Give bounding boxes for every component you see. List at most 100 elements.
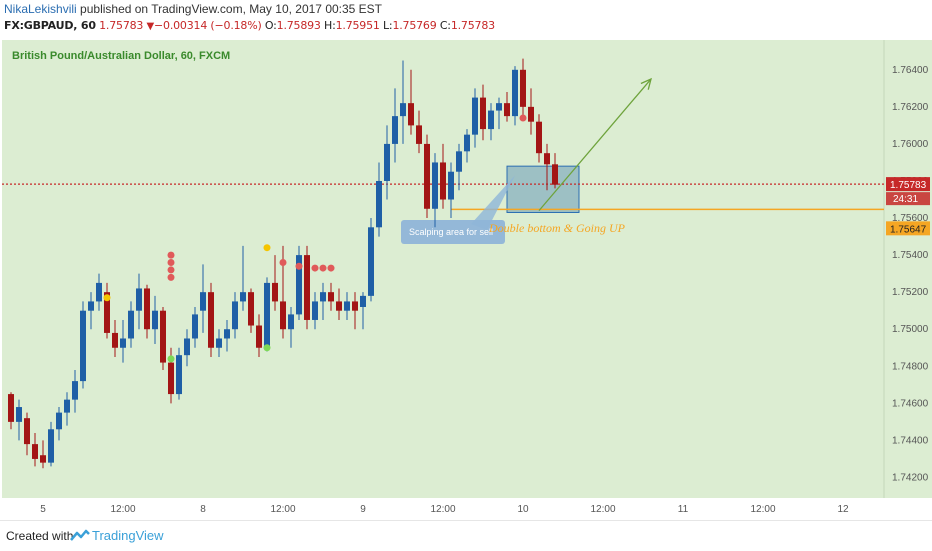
x-tick-label: 12:00	[590, 504, 615, 515]
price-change: −0.00314 (−0.18%)	[154, 19, 262, 32]
down-arrow-icon: ▼	[146, 21, 155, 32]
created-with-label: Created with	[6, 529, 74, 543]
chart-canvas[interactable]: British Pound/Australian Dollar, 60, FXC…	[0, 38, 932, 520]
candle-body	[424, 143, 430, 209]
x-tick-label: 8	[200, 504, 206, 515]
y-tick-label: 1.74200	[892, 472, 929, 483]
open-value: 1.75893	[276, 19, 321, 32]
buy-signal-marker	[263, 344, 271, 352]
double-bottom-label: Double bottom & Going UP	[488, 221, 626, 235]
sell-signal-marker	[519, 114, 527, 122]
low-label: L:	[383, 19, 393, 32]
candle-body	[352, 301, 358, 311]
x-tick-label: 10	[517, 504, 529, 515]
last-price: 1.75783	[99, 19, 144, 32]
x-tick-label: 12	[837, 504, 849, 515]
candle-body	[296, 255, 302, 315]
y-tick-label: 1.75200	[892, 287, 929, 298]
candle-body	[72, 381, 78, 400]
x-tick-label: 9	[360, 504, 366, 515]
candle-body	[168, 362, 174, 395]
published-text: published on TradingView.com, May 10, 20…	[80, 2, 383, 16]
neutral-signal-marker	[263, 244, 271, 252]
candle-body	[136, 288, 142, 311]
current-price-badge	[886, 177, 930, 192]
candle-body	[272, 282, 278, 302]
candle-body	[24, 418, 30, 445]
candle-body	[504, 103, 510, 117]
chart-title: British Pound/Australian Dollar, 60, FXC…	[12, 50, 230, 62]
y-tick-label: 1.76000	[892, 139, 929, 150]
candle-body	[400, 103, 406, 117]
candle-body	[40, 455, 46, 463]
candles-layer	[8, 58, 558, 469]
candle-body	[312, 301, 318, 320]
candle-body	[472, 97, 478, 135]
y-tick-label: 1.74800	[892, 361, 929, 372]
y-tick-label: 1.75400	[892, 250, 929, 261]
candle-body	[128, 310, 134, 339]
y-tick-label: 1.76200	[892, 102, 929, 113]
buy-zone-box	[506, 165, 580, 213]
candle-body	[368, 227, 374, 296]
arrow-head-icon	[640, 77, 652, 90]
candle-body	[464, 134, 470, 152]
candle-body	[64, 399, 70, 413]
support-price-value: 1.75647	[890, 224, 927, 235]
candle-body	[88, 301, 94, 311]
candle-body	[480, 97, 486, 130]
markers-layer	[103, 114, 527, 363]
candle-body	[416, 125, 422, 144]
candle-body	[56, 412, 62, 430]
candle-body	[328, 292, 334, 302]
publish-info: NikaLekishvili published on TradingView.…	[4, 2, 382, 16]
plot-area[interactable]	[2, 40, 884, 498]
candle-body	[112, 332, 118, 348]
candle-body	[48, 429, 54, 463]
author-link[interactable]: NikaLekishvili	[4, 2, 77, 16]
neutral-signal-marker	[103, 294, 111, 302]
candle-body	[240, 292, 246, 302]
x-tick-label: 5	[40, 504, 46, 515]
sell-signal-marker	[167, 251, 175, 259]
candle-body	[96, 282, 102, 302]
symbol-label: FX:GBPAUD, 60	[4, 19, 96, 32]
callout-pointer	[471, 175, 515, 231]
close-value: 1.75783	[450, 19, 495, 32]
candle-body	[208, 292, 214, 348]
low-value: 1.75769	[392, 19, 437, 32]
candle-body	[224, 329, 230, 339]
candle-body	[520, 69, 526, 107]
sell-signal-marker	[311, 264, 319, 272]
candle-body	[448, 171, 454, 200]
candle-body	[280, 301, 286, 330]
candle-body	[304, 255, 310, 320]
price-axis[interactable]	[884, 40, 932, 498]
candle-body	[360, 295, 366, 307]
tradingview-brand-link[interactable]: TradingView	[92, 528, 164, 543]
candle-body	[488, 110, 494, 130]
y-tick-label: 1.75600	[892, 213, 929, 224]
x-tick-label: 12:00	[270, 504, 295, 515]
candle-body	[456, 151, 462, 172]
symbol-info: FX:GBPAUD, 60 1.75783 ▼−0.00314 (−0.18%)…	[4, 19, 495, 32]
candle-body	[544, 153, 550, 165]
close-label: C:	[439, 19, 451, 32]
candle-body	[392, 116, 398, 144]
candle-body	[496, 103, 502, 111]
candle-body	[256, 325, 262, 348]
x-tick-label: 11	[678, 504, 689, 515]
sell-signal-marker	[167, 266, 175, 274]
sell-callout-box	[401, 220, 505, 245]
candle-body	[192, 314, 198, 339]
candle-body	[216, 338, 222, 348]
candle-body	[344, 301, 350, 311]
high-value: 1.75951	[335, 19, 380, 32]
candle-body	[120, 338, 126, 348]
candle-body	[552, 164, 558, 185]
buy-signal-marker	[167, 355, 175, 363]
candle-body	[8, 394, 14, 422]
candle-body	[176, 355, 182, 395]
current-price-value: 1.75783	[890, 180, 927, 191]
